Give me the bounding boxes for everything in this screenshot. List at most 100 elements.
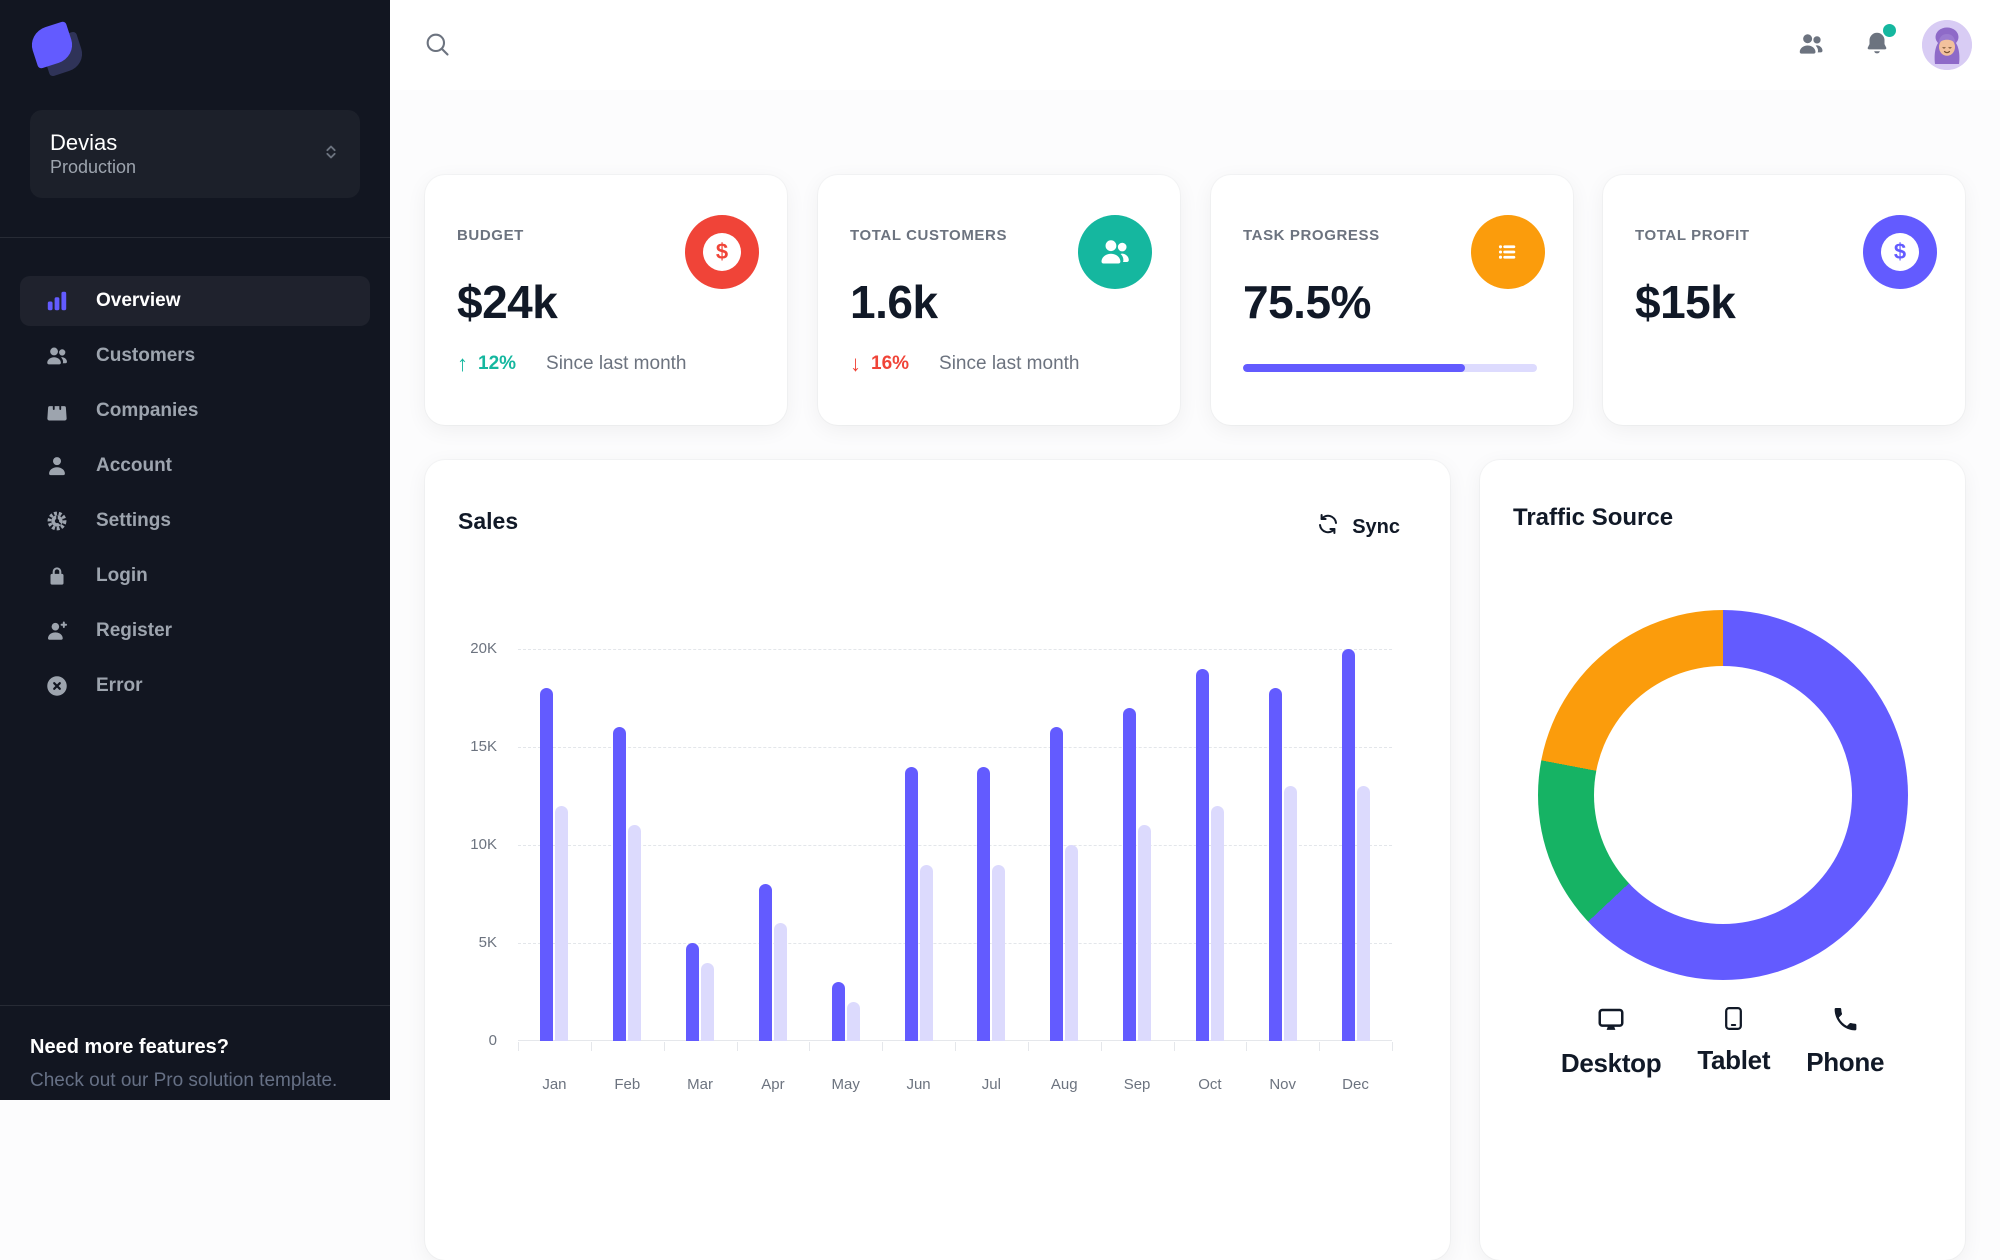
sales-bar-chart bbox=[518, 649, 1393, 1051]
x-axis-line bbox=[518, 1040, 1392, 1041]
x-tick-label: Sep bbox=[1123, 1076, 1151, 1093]
budget-card: BUDGET $24k $ ↑ 12% Since last month bbox=[425, 175, 787, 425]
sidebar-item-label: Account bbox=[96, 455, 172, 476]
x-tick-label: Dec bbox=[1342, 1076, 1369, 1093]
bar-this-year-oct bbox=[1195, 668, 1209, 1041]
sidebar: Devias Production Overview Customers Com… bbox=[0, 0, 390, 1100]
x-tick-label: Oct bbox=[1198, 1076, 1222, 1093]
x-axis-tick bbox=[1100, 1042, 1102, 1051]
task-progress-card: TASK PROGRESS 75.5% bbox=[1211, 175, 1573, 425]
total-customers-card: TOTAL CUSTOMERS 1.6k ↓ 16% Since last mo… bbox=[818, 175, 1180, 425]
chevron-up-down-icon bbox=[320, 141, 342, 168]
y-tick-label: 20K bbox=[470, 640, 497, 657]
sales-chart-card: Sales Sync 0 5K 10K 15K 20K Jan Feb Mar Apr May J… bbox=[425, 460, 1450, 1260]
x-axis-tick bbox=[882, 1042, 884, 1051]
workspace-name: Devias bbox=[50, 129, 118, 155]
chart-bar-icon bbox=[44, 288, 70, 314]
contacts-button[interactable] bbox=[1790, 24, 1832, 66]
x-tick-label: Aug bbox=[1050, 1076, 1078, 1093]
x-axis-tick bbox=[518, 1042, 519, 1051]
bar-last-year-oct bbox=[1210, 805, 1224, 1041]
bar-this-year-jun bbox=[904, 766, 918, 1041]
sidebar-item-error[interactable]: Error bbox=[20, 661, 370, 711]
bar-this-year-aug bbox=[1050, 727, 1064, 1041]
stat-trend: ↓ 16% Since last month bbox=[850, 351, 1080, 377]
bar-last-year-nov bbox=[1283, 786, 1297, 1041]
sidebar-item-companies[interactable]: Companies bbox=[20, 386, 370, 436]
bar-this-year-jul bbox=[977, 766, 991, 1041]
sidebar-item-label: Login bbox=[96, 565, 148, 586]
x-axis-tick bbox=[1027, 1042, 1029, 1051]
x-axis-tick bbox=[736, 1042, 738, 1051]
x-tick-label: Feb bbox=[614, 1076, 641, 1093]
bar-this-year-sep bbox=[1123, 707, 1137, 1041]
x-tick-label: Apr bbox=[761, 1076, 785, 1093]
sidebar-item-login[interactable]: Login bbox=[20, 551, 370, 601]
stat-value: 75.5% bbox=[1243, 276, 1371, 328]
bar-last-year-aug bbox=[1065, 845, 1079, 1041]
sidebar-item-overview[interactable]: Overview bbox=[20, 276, 370, 326]
sync-button[interactable]: Sync bbox=[1308, 506, 1408, 548]
task-progress-fill bbox=[1243, 364, 1465, 372]
gridline bbox=[518, 845, 1392, 846]
x-tick-label: May bbox=[831, 1076, 860, 1093]
traffic-legend: Desktop Tablet Phone bbox=[1480, 1005, 1965, 1079]
sales-card-title: Sales bbox=[458, 508, 519, 534]
shopping-bag-icon bbox=[44, 398, 70, 424]
stat-label: TASK PROGRESS bbox=[1243, 227, 1380, 244]
users-icon bbox=[44, 343, 70, 369]
sidebar-item-label: Companies bbox=[96, 400, 199, 421]
refresh-icon bbox=[1316, 512, 1340, 542]
bar-this-year-feb bbox=[613, 727, 627, 1041]
bar-last-year-may bbox=[846, 1001, 860, 1041]
phone-icon bbox=[1831, 1005, 1860, 1039]
bar-last-year-feb bbox=[628, 825, 642, 1041]
sidebar-item-label: Register bbox=[96, 620, 173, 641]
stat-value: 1.6k bbox=[850, 276, 938, 328]
bar-this-year-nov bbox=[1268, 688, 1282, 1041]
y-tick-label: 15K bbox=[470, 738, 497, 755]
x-tick-label: Jun bbox=[906, 1076, 931, 1093]
user-avatar[interactable] bbox=[1922, 20, 1972, 70]
workspace-selector[interactable]: Devias Production bbox=[30, 110, 360, 198]
sidebar-item-settings[interactable]: Settings bbox=[20, 496, 370, 546]
legend-item-tablet: Tablet bbox=[1697, 1005, 1770, 1079]
notifications-button[interactable] bbox=[1856, 24, 1898, 66]
sidebar-item-account[interactable]: Account bbox=[20, 441, 370, 491]
bar-this-year-mar bbox=[686, 943, 700, 1041]
lock-icon bbox=[44, 563, 70, 589]
x-axis-tick bbox=[1392, 1042, 1393, 1051]
legend-label: Desktop bbox=[1560, 1048, 1662, 1078]
sidebar-item-customers[interactable]: Customers bbox=[20, 331, 370, 381]
desktop-icon bbox=[1596, 1005, 1626, 1040]
trend-caption: Since last month bbox=[939, 353, 1080, 374]
search-button[interactable] bbox=[416, 24, 458, 66]
total-profit-card: TOTAL PROFIT $15k $ bbox=[1603, 175, 1965, 425]
workspace-text: Devias Production bbox=[50, 129, 320, 180]
donut-hole bbox=[1594, 666, 1852, 924]
trend-value: 12% bbox=[478, 353, 517, 374]
sidebar-nav: Overview Customers Companies Account Set… bbox=[20, 276, 370, 711]
bell-icon bbox=[1862, 29, 1892, 62]
bar-last-year-jan bbox=[555, 805, 569, 1041]
bar-last-year-apr bbox=[773, 923, 787, 1041]
arrow-down-icon: ↓ bbox=[850, 351, 861, 376]
y-tick-label: 0 bbox=[488, 1032, 497, 1049]
gridline bbox=[518, 649, 1392, 650]
sync-button-label: Sync bbox=[1352, 515, 1400, 538]
tablet-icon bbox=[1720, 1005, 1747, 1037]
list-bullet-icon bbox=[1471, 215, 1545, 289]
dollar-icon: $ bbox=[685, 215, 759, 289]
bar-this-year-jan bbox=[540, 688, 554, 1041]
x-circle-icon bbox=[44, 673, 70, 699]
sidebar-item-register[interactable]: Register bbox=[20, 606, 370, 656]
legend-item-desktop: Desktop bbox=[1560, 1005, 1662, 1079]
x-axis-tick bbox=[809, 1042, 811, 1051]
bar-last-year-sep bbox=[1138, 825, 1152, 1041]
bar-this-year-apr bbox=[758, 884, 772, 1041]
bar-last-year-jun bbox=[919, 864, 933, 1041]
dollar-icon: $ bbox=[1863, 215, 1937, 289]
users-icon bbox=[1078, 215, 1152, 289]
stat-label: TOTAL CUSTOMERS bbox=[850, 227, 1008, 244]
devias-logo-icon[interactable] bbox=[27, 20, 87, 77]
